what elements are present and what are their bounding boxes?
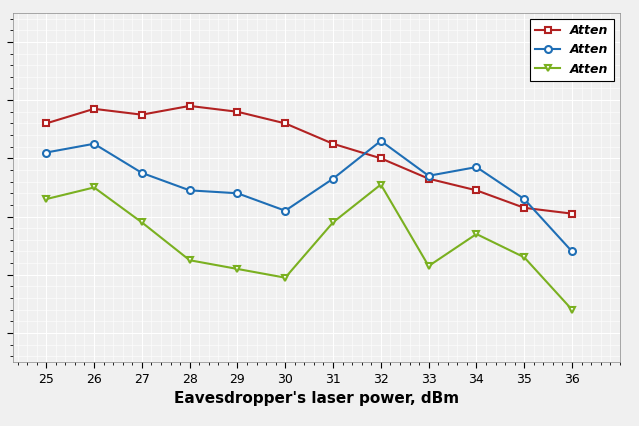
Atten <box>568 211 576 216</box>
Atten <box>138 170 146 176</box>
Atten <box>90 185 98 190</box>
X-axis label: Eavesdropper's laser power, dBm: Eavesdropper's laser power, dBm <box>174 391 459 406</box>
Atten <box>425 173 433 178</box>
Atten <box>520 205 528 210</box>
Atten <box>234 266 242 271</box>
Line: Atten: Atten <box>43 138 576 255</box>
Atten <box>186 188 194 193</box>
Atten <box>234 109 242 114</box>
Atten <box>186 104 194 109</box>
Line: Atten: Atten <box>43 181 576 313</box>
Atten <box>520 196 528 201</box>
Atten <box>281 208 289 213</box>
Atten <box>568 307 576 312</box>
Atten <box>90 141 98 146</box>
Atten <box>377 138 385 144</box>
Atten <box>42 121 50 126</box>
Atten <box>329 220 337 225</box>
Atten <box>138 112 146 117</box>
Atten <box>281 121 289 126</box>
Atten <box>138 220 146 225</box>
Atten <box>234 191 242 196</box>
Atten <box>425 263 433 268</box>
Atten <box>329 176 337 181</box>
Atten <box>377 156 385 161</box>
Atten <box>377 182 385 187</box>
Atten <box>281 275 289 280</box>
Line: Atten: Atten <box>43 103 576 217</box>
Legend: Atten, Atten, Atten: Atten, Atten, Atten <box>530 19 613 81</box>
Atten <box>425 176 433 181</box>
Atten <box>329 141 337 146</box>
Atten <box>568 249 576 254</box>
Atten <box>42 196 50 201</box>
Atten <box>186 258 194 263</box>
Atten <box>473 164 481 170</box>
Atten <box>473 188 481 193</box>
Atten <box>42 150 50 155</box>
Atten <box>520 255 528 260</box>
Atten <box>473 231 481 236</box>
Atten <box>90 106 98 112</box>
